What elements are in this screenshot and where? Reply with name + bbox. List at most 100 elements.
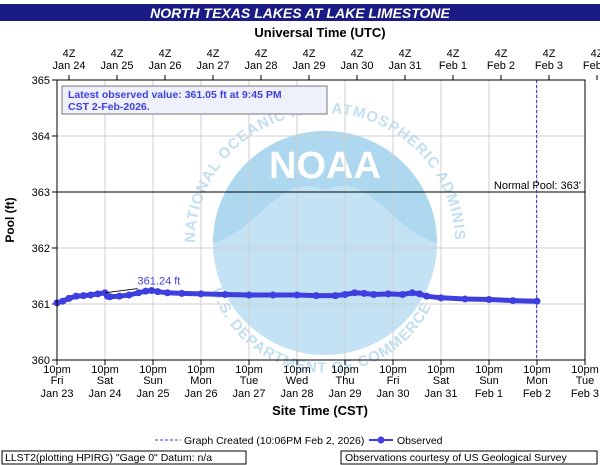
top-tick-label-date: Feb 4: [583, 60, 600, 72]
observed-point: [221, 290, 229, 298]
observed-point: [148, 287, 156, 295]
top-tick-label-date: Jan 25: [100, 60, 133, 72]
top-tick-label-time: 4Z: [111, 48, 124, 60]
y-axis-title: Pool (ft): [3, 197, 17, 242]
top-tick-label-date: Jan 28: [244, 60, 277, 72]
observed-point: [178, 289, 186, 297]
top-tick-label-time: 4Z: [63, 48, 76, 60]
top-tick-label-time: 4Z: [303, 48, 316, 60]
x-tick-label-time: 10pm: [187, 364, 215, 376]
top-tick-label-date: Feb 3: [535, 60, 563, 72]
observed-point: [351, 289, 359, 297]
x-tick-label-time: 10pm: [91, 364, 119, 376]
latest-line-1: Latest observed value: 361.05 ft at 9:45…: [68, 89, 282, 101]
latest-line-2: CST 2-Feb-2026.: [68, 101, 150, 113]
x-tick-label-day: Wed: [286, 375, 308, 387]
observed-point: [437, 294, 445, 302]
observed-point: [399, 290, 407, 298]
top-tick-label-date: Jan 29: [292, 60, 325, 72]
x-tick-label-time: 10pm: [427, 364, 455, 376]
observed-point: [461, 295, 469, 303]
y-tick-label: 362: [32, 243, 50, 255]
observed-point: [509, 297, 517, 305]
observed-point: [533, 297, 541, 305]
observed-point: [125, 291, 133, 299]
top-tick-label-time: 4Z: [591, 48, 600, 60]
observed-point: [370, 290, 378, 298]
top-tick-label-time: 4Z: [447, 48, 460, 60]
top-tick-label-time: 4Z: [207, 48, 220, 60]
x-tick-label-day: Sat: [433, 375, 450, 387]
y-tick-label: 361: [32, 299, 50, 311]
x-tick-label-day: Thu: [336, 375, 355, 387]
observed-point: [312, 292, 320, 300]
x-tick-label-day: Sun: [143, 375, 163, 387]
observed-point: [269, 291, 277, 299]
observed-point: [293, 291, 301, 299]
plot-frame: [56, 79, 586, 361]
footer-credit: Observations courtesy of US Geological S…: [345, 452, 568, 464]
normal-pool-label: Normal Pool: 363': [494, 180, 581, 192]
observed-point: [360, 289, 368, 297]
observed-point: [408, 289, 416, 297]
noaa-bird-icon: [213, 131, 437, 243]
observed-series: [53, 287, 541, 307]
x-tick-label-day: Sat: [97, 375, 114, 387]
x-tick-label-time: 10pm: [475, 364, 503, 376]
x-tick-label-day: Mon: [526, 375, 547, 387]
title-bar: [0, 4, 600, 21]
x-tick-label-date: Jan 27: [232, 388, 265, 400]
peak-leader-line: [104, 288, 138, 294]
top-tick-label-date: Feb 2: [487, 60, 515, 72]
bottom-axis-title: Site Time (CST): [272, 403, 368, 418]
x-tick-label-date: Feb 3: [571, 388, 599, 400]
observed-point: [154, 288, 162, 296]
observed-point: [331, 292, 339, 300]
x-tick-label-date: Jan 28: [280, 388, 313, 400]
top-tick-label-date: Jan 31: [388, 60, 421, 72]
top-tick-label-time: 4Z: [543, 48, 556, 60]
observed-point: [135, 289, 143, 297]
x-tick-label-time: 10pm: [571, 364, 599, 376]
x-tick-label-time: 10pm: [331, 364, 359, 376]
latest-observed-box: Latest observed value: 361.05 ft at 9:45…: [61, 85, 328, 115]
peak-label: 361.24 ft: [138, 276, 181, 288]
top-tick-label-time: 4Z: [159, 48, 172, 60]
top-tick-label-time: 4Z: [255, 48, 268, 60]
x-tick-label-date: Feb 1: [475, 388, 503, 400]
observed-point: [163, 289, 171, 297]
top-tick-label-time: 4Z: [351, 48, 364, 60]
top-tick-label-time: 4Z: [495, 48, 508, 60]
observed-point: [142, 287, 150, 295]
legend-observed-marker: [377, 436, 385, 444]
x-tick-label-date: Jan 25: [136, 388, 169, 400]
legend-graph-created: Graph Created (10:06PM Feb 2, 2026): [184, 435, 364, 447]
observed-point: [65, 294, 73, 302]
x-tick-label-time: 10pm: [235, 364, 263, 376]
observed-point: [485, 296, 493, 304]
x-tick-label-day: Sun: [479, 375, 499, 387]
observed-point: [384, 290, 392, 298]
top-tick-label-date: Feb 1: [439, 60, 467, 72]
y-tick-label: 364: [32, 131, 50, 143]
top-tick-label-time: 4Z: [399, 48, 412, 60]
x-tick-label-date: Jan 24: [88, 388, 121, 400]
x-tick-label-date: Jan 23: [40, 388, 73, 400]
x-tick-label-day: Fri: [51, 375, 64, 387]
observed-point: [197, 290, 205, 298]
top-tick-label-date: Jan 24: [52, 60, 85, 72]
y-tick-label: 365: [32, 75, 50, 87]
x-tick-label-day: Tue: [240, 375, 259, 387]
chart-title: NORTH TEXAS LAKES AT LAKE LIMESTONE: [150, 5, 450, 21]
x-tick-label-time: 10pm: [139, 364, 167, 376]
noaa-logo-text: NOAA: [269, 145, 381, 187]
observed-point: [115, 292, 123, 300]
y-tick-label: 360: [32, 355, 50, 367]
x-tick-label-time: 10pm: [43, 364, 71, 376]
observed-point: [341, 290, 349, 298]
top-axis-title: Universal Time (UTC): [254, 25, 385, 40]
observed-point: [79, 292, 87, 300]
x-tick-label-time: 10pm: [379, 364, 407, 376]
